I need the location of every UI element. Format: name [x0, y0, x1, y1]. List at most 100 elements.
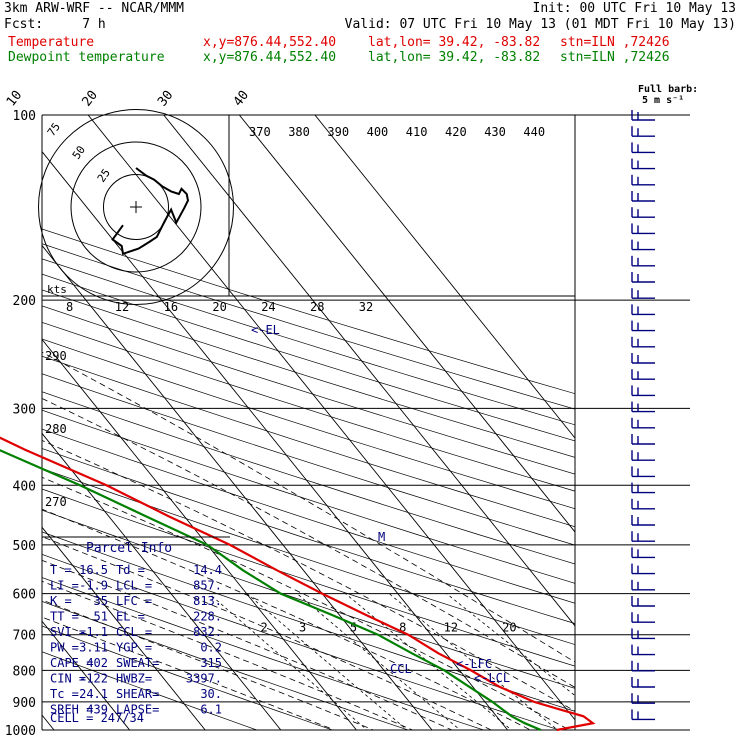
parcel-info-v2: 857.	[193, 579, 222, 593]
dry-adiabat-line	[42, 509, 575, 689]
hodograph-trace	[111, 167, 190, 256]
hodograph: 25 50 75 kts 8 12 16 20 24 28 32	[38, 109, 575, 314]
el-marker: <-EL	[251, 323, 280, 337]
pressure-tick-label: 700	[13, 629, 36, 644]
dry-adiabat-line	[42, 391, 575, 565]
theta-e-label: 440	[523, 125, 545, 139]
parcel-info-l2: YGP =	[116, 641, 152, 655]
moist-adiabat-line	[42, 398, 575, 688]
dewpoint-xy: x,y=876.44,552.40	[203, 50, 337, 65]
dry-adiabat-line	[42, 651, 258, 730]
lcl-marker: <-LCL	[474, 671, 510, 685]
barb-legend-line2: 5 m s⁻¹	[642, 95, 684, 106]
forecast-hour: Fcst: 7 h	[4, 17, 106, 32]
parcel-info-l1: SVI =	[50, 625, 86, 639]
parcel-info-v2: 315	[200, 656, 222, 670]
isotherm-line	[42, 150, 508, 730]
dry-adiabat-label: 280	[45, 422, 67, 436]
isotherm-line	[238, 115, 575, 533]
dewpoint-latlon: lat,lon= 39.42, -83.82	[368, 50, 541, 65]
temperature-station: stn=ILN ,72426	[560, 35, 670, 50]
parcel-info-v1: -122	[79, 672, 108, 686]
parcel-info-l2: SHEAR=	[116, 687, 159, 701]
parcel-info-v2: 3397.	[186, 672, 222, 686]
parcel-info-l2: Td =	[116, 563, 145, 577]
isotherm-line	[163, 115, 575, 627]
mixing-ratio-line	[388, 593, 559, 730]
mixing-ratio-line	[246, 593, 408, 730]
dry-adiabat-line	[42, 289, 575, 458]
parcel-info-l1: CIN =	[50, 672, 86, 686]
parcel-info-l1: SREH =	[50, 703, 93, 717]
isotherm-label: 10	[4, 88, 25, 110]
parcel-info-l2: LFC =	[116, 594, 152, 608]
mixing-ratio-label: 20	[502, 621, 516, 635]
mixing-ratio-line	[208, 593, 368, 730]
lfc-marker: <-LFC	[456, 657, 492, 671]
dry-adiabat-line	[42, 468, 575, 645]
temperature-profile	[0, 436, 596, 732]
pressure-tick-label: 600	[13, 588, 36, 603]
ccl-marker: CCL	[390, 662, 412, 676]
dry-adiabat-line	[42, 428, 575, 604]
mixing-ratio-line	[446, 593, 575, 697]
hodograph-ring-label: 75	[45, 120, 63, 138]
pressure-tick-label: 300	[13, 402, 36, 417]
parcel-info-l1: K =	[50, 594, 72, 608]
dry-adiabat-line	[42, 600, 410, 730]
parcel-info-l2: SWEAT=	[116, 656, 159, 670]
parcel-info-v2: 832.	[193, 625, 222, 639]
pressure-tick-label: 500	[13, 539, 36, 554]
parcel-info-v1: -1.9	[79, 579, 108, 593]
moist-adiabat-line	[42, 476, 571, 730]
theta-e-label: 430	[484, 125, 506, 139]
hodograph-ring-label: 50	[70, 143, 88, 161]
parcel-info-l1: Tc =	[50, 687, 79, 701]
temperature-legend-label: Temperature	[8, 35, 95, 50]
dewpoint-station: stn=ILN ,72426	[560, 50, 670, 65]
model-title: 3km ARW-WRF -- NCAR/MMM	[4, 1, 185, 16]
hodograph-ring-label: 25	[95, 166, 113, 184]
sounding-profiles	[0, 436, 596, 732]
parcel-info-l1: PW =	[50, 641, 79, 655]
mixing-ratio-line	[345, 593, 513, 730]
temperature-xy: x,y=876.44,552.40	[203, 35, 337, 50]
dewpoint-profile	[0, 449, 542, 732]
dry-adiabat-line	[42, 305, 575, 475]
theta-e-label: 390	[327, 125, 349, 139]
parcel-info-l2: CCL =	[116, 625, 152, 639]
parcel-info-l2: LCL =	[116, 579, 152, 593]
parcel-info-v2: 30.	[200, 687, 222, 701]
hodograph-scale-label: 24	[261, 300, 275, 314]
theta-e-label: 410	[406, 125, 428, 139]
pressure-tick-label: 400	[13, 479, 36, 494]
wind-barbs	[631, 110, 655, 721]
isotherm-label: 20	[79, 88, 100, 110]
dry-adiabat-line	[42, 625, 334, 730]
parcel-info-l1: T =	[50, 563, 72, 577]
hodograph-scale-label: 28	[310, 300, 324, 314]
parcel-info-v1: 35	[94, 594, 108, 608]
parcel-info-title: Parcel Info	[86, 541, 172, 556]
moist-adiabat-line	[42, 580, 414, 730]
parcel-info-v1: 16.5	[79, 563, 108, 577]
hodograph-ring	[103, 174, 169, 240]
isotherm-line	[314, 115, 575, 439]
dry-adiabat-line	[42, 488, 575, 667]
parcel-info-v2: 0.2	[200, 641, 222, 655]
isotherm-line	[42, 526, 206, 730]
mixing-ratio-label: 3	[299, 621, 306, 635]
pressure-tick-label: 900	[13, 696, 36, 711]
theta-e-label: 400	[367, 125, 389, 139]
hodograph-scale-label: 12	[115, 300, 129, 314]
isotherm-line	[42, 620, 130, 730]
parcel-info-v1: -1.1	[79, 625, 108, 639]
isotherm-line	[42, 338, 357, 730]
valid-time: Valid: 07 UTC Fri 10 May 13 (01 MDT Fri …	[344, 17, 736, 32]
dry-adiabat-label: 290	[45, 349, 67, 363]
mixing-ratio-line	[296, 593, 461, 730]
moist-adiabat-line	[42, 508, 532, 730]
dry-adiabat-label: 270	[45, 495, 67, 509]
dry-adiabat-line	[42, 338, 575, 510]
